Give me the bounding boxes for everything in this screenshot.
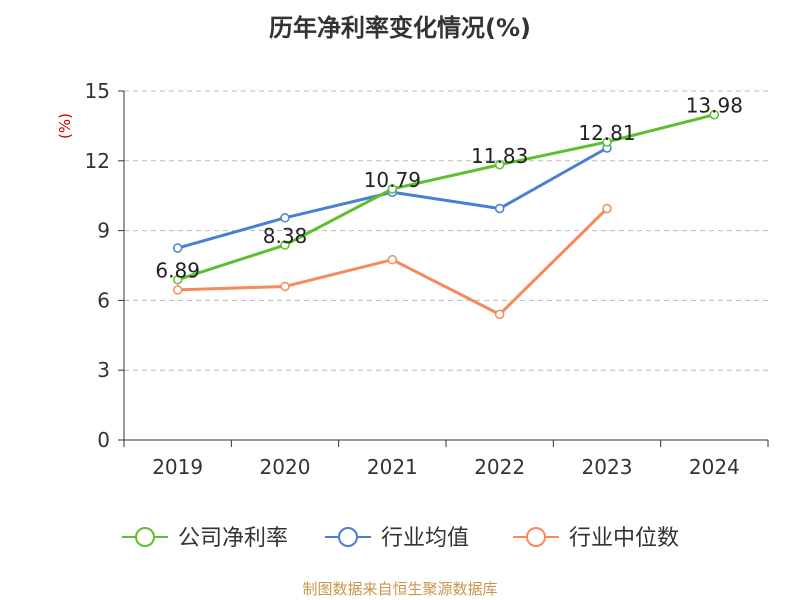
grid-layer <box>124 90 768 371</box>
legend: 公司净利率 行业均值 行业中位数 <box>122 526 679 551</box>
x-tick-label: 2020 <box>260 455 311 479</box>
data-label: 13.98 <box>686 94 743 118</box>
legend-swatch-marker <box>338 527 358 547</box>
x-tick-label: 2021 <box>367 455 418 479</box>
y-tick-label: 0 <box>97 428 110 452</box>
data-label-layer: 6.89 8.38 10.79 11.83 12.81 13.98 <box>155 94 743 283</box>
series-point-2 <box>494 309 505 320</box>
series-point-2 <box>387 254 398 265</box>
legend-label: 行业中位数 <box>569 526 679 551</box>
data-label: 11.83 <box>471 144 528 168</box>
series-point-1 <box>172 243 183 253</box>
series-line-1 <box>176 146 609 250</box>
y-tick-label: 6 <box>97 288 110 312</box>
series-point-2 <box>172 285 183 295</box>
series-point-2 <box>280 281 290 292</box>
series-point-2 <box>602 203 612 214</box>
chart-title: 历年净利率变化情况(%) <box>269 14 531 42</box>
x-tick-label: 2019 <box>152 455 203 479</box>
axis-layer: 0 3 6 9 12 15 2019 2020 2021 2022 2023 2024 <box>85 79 769 479</box>
series-point-0 <box>602 137 612 147</box>
series-point-1 <box>280 213 290 223</box>
series-point-1 <box>494 203 505 214</box>
y-tick-label: 9 <box>97 219 110 243</box>
legend-label: 公司净利率 <box>178 526 288 551</box>
x-tick-label: 2023 <box>582 455 633 479</box>
series-layer <box>172 109 720 320</box>
legend-swatch-marker <box>526 527 546 547</box>
source-note: 制图数据来自恒生聚源数据库 <box>302 580 497 598</box>
data-label: 8.38 <box>263 224 308 248</box>
data-label: 10.79 <box>364 168 421 192</box>
y-tick-label: 15 <box>85 79 110 103</box>
series-point-0 <box>494 160 505 170</box>
series-point-0 <box>280 240 290 250</box>
legend-label: 行业均值 <box>381 526 469 551</box>
y-tick-label: 12 <box>85 149 110 173</box>
series-point-0 <box>172 274 183 285</box>
x-tick-label: 2022 <box>474 455 525 479</box>
legend-swatch-marker <box>135 527 155 547</box>
y-tick-label: 3 <box>97 358 110 382</box>
series-point-0 <box>709 109 720 120</box>
data-label: 12.81 <box>578 121 635 145</box>
series-line-0 <box>176 113 716 282</box>
series-point-0 <box>387 184 398 194</box>
x-tick-label: 2024 <box>689 455 740 479</box>
y-axis-unit-label: (%) <box>56 113 74 139</box>
data-label: 6.89 <box>155 259 200 283</box>
